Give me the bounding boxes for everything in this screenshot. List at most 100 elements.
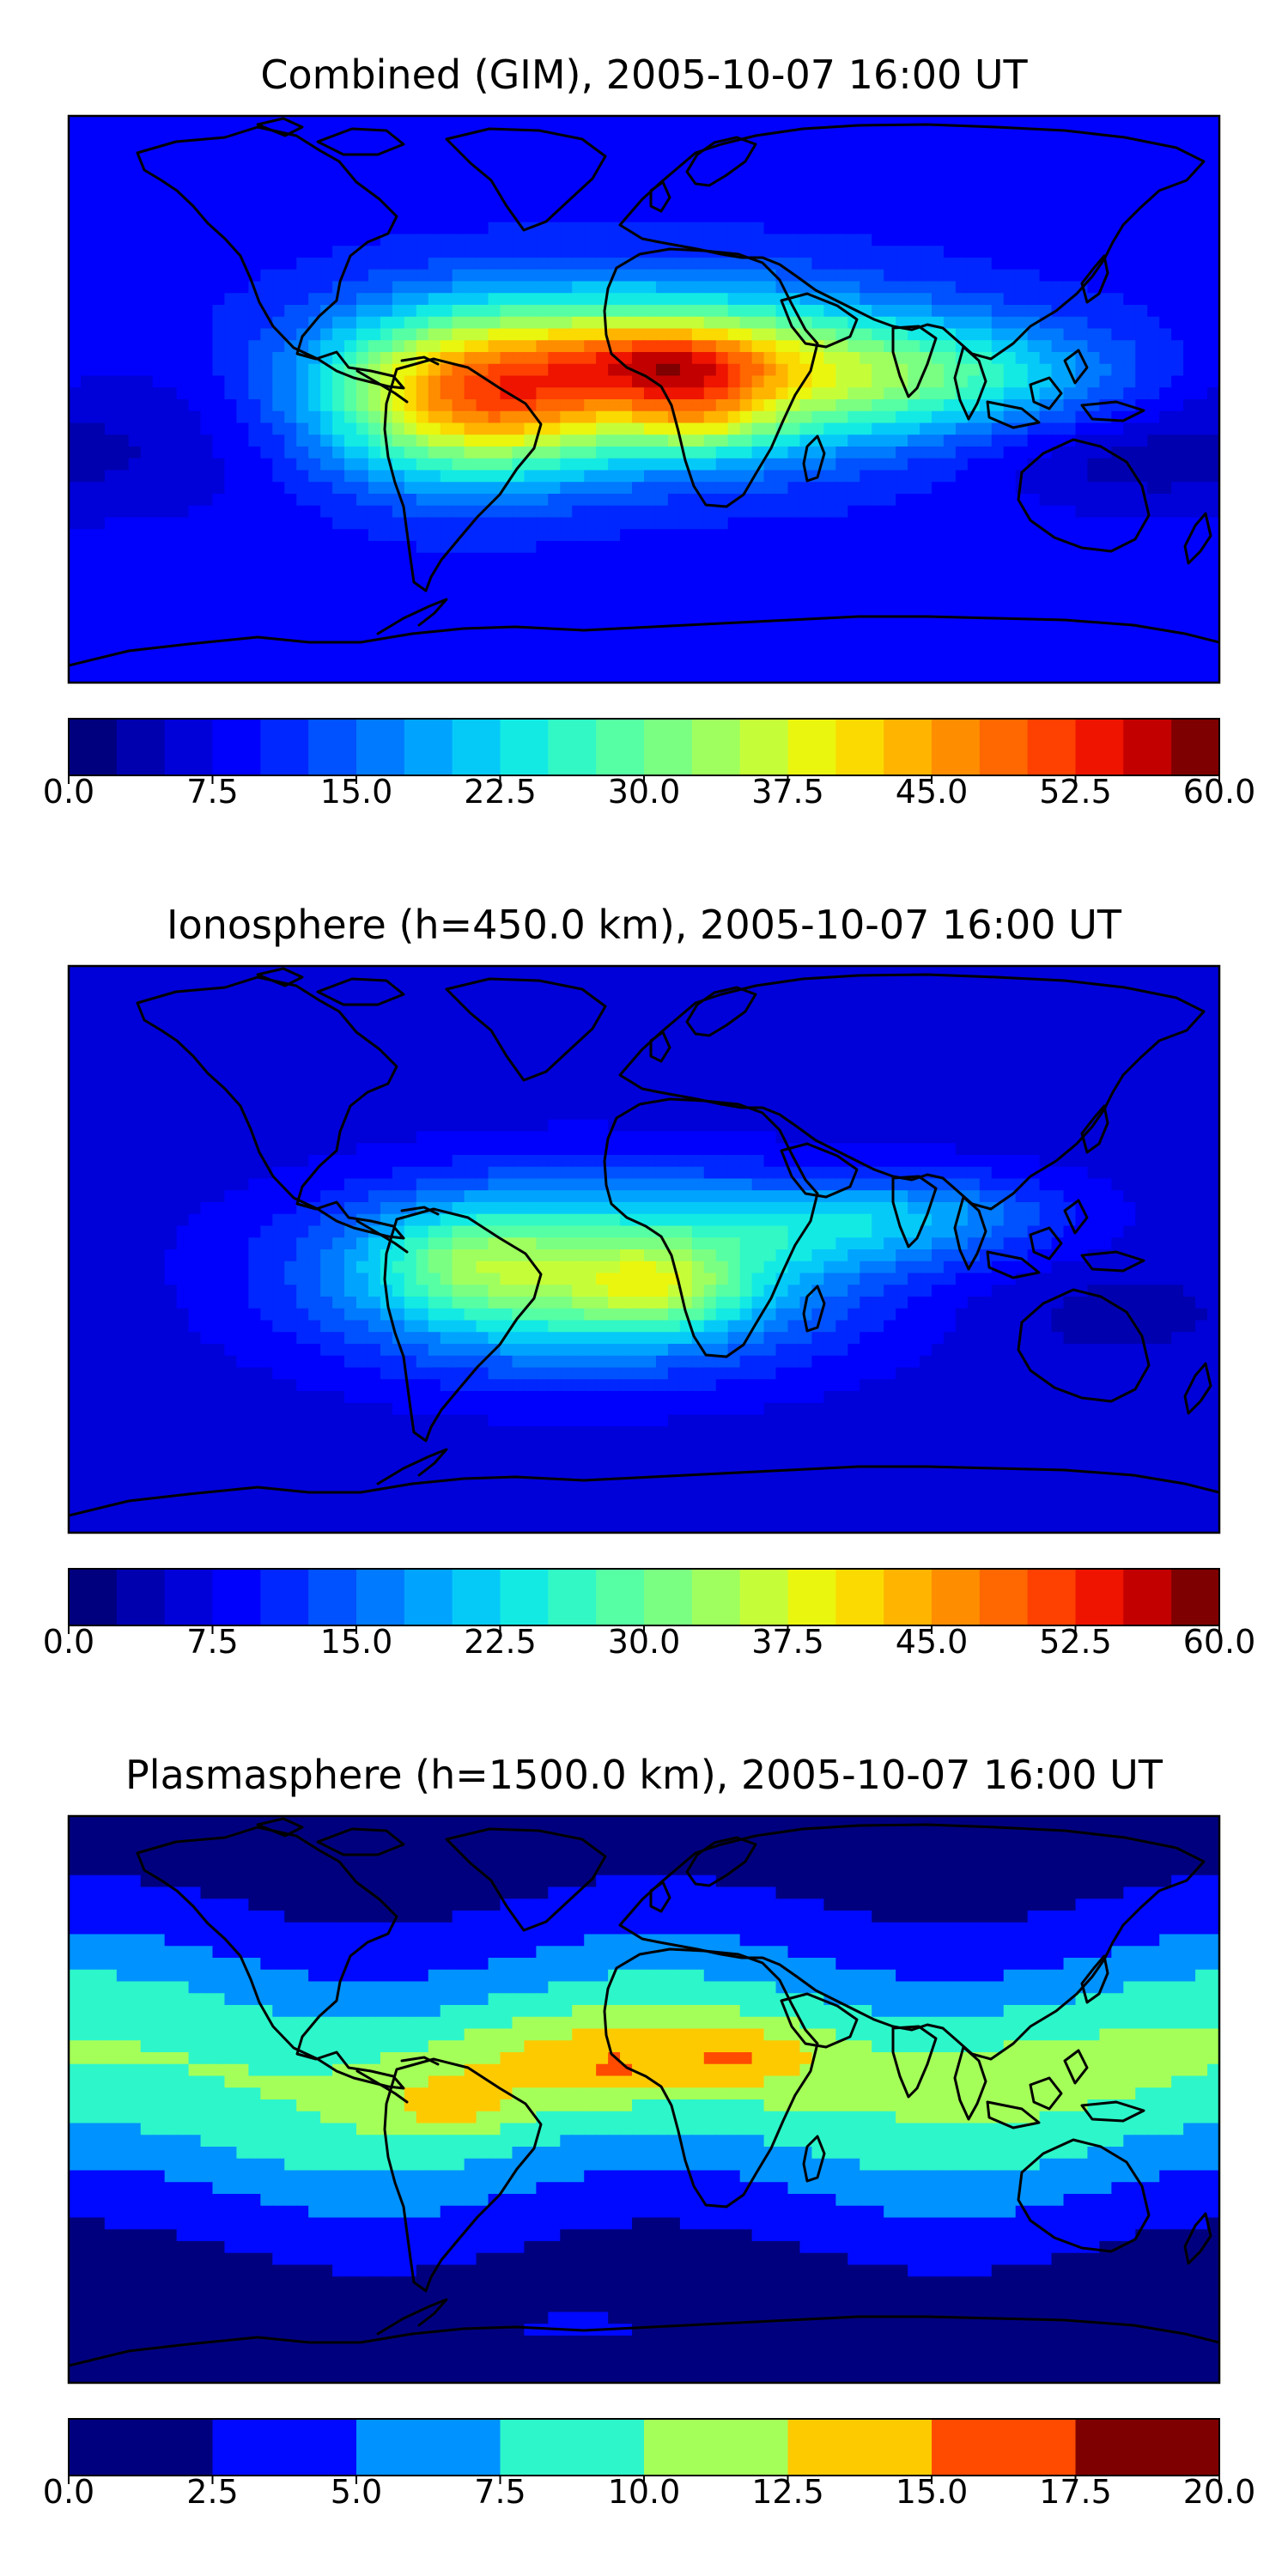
contour-cell [212, 151, 226, 164]
contour-cell [1111, 305, 1125, 318]
contour-cell [1171, 564, 1184, 578]
contour-cell [1051, 494, 1065, 507]
contour-cell [140, 552, 154, 566]
contour-cell [416, 552, 429, 566]
contour-cell [1015, 482, 1029, 495]
contour-cell [608, 363, 621, 377]
contour-cell [176, 281, 190, 295]
contour-cell [679, 127, 693, 141]
contour-cell [332, 234, 345, 247]
contour-cell [715, 482, 729, 495]
contour-cell [428, 659, 441, 672]
contour-cell [632, 611, 645, 625]
contour-cell [775, 198, 789, 211]
contour-cell [632, 989, 645, 1003]
contour-cell [116, 434, 130, 447]
contour-cell [284, 269, 298, 283]
contour-cell [140, 671, 154, 683]
contour-cell [1123, 599, 1137, 613]
contour-cell [884, 671, 896, 683]
contour-cell [715, 458, 729, 471]
contour-cell [164, 482, 178, 495]
contour-cell [512, 541, 526, 554]
contour-cell [560, 210, 574, 223]
contour-cell [979, 458, 993, 471]
contour-cell [1159, 246, 1172, 258]
contour-cell [1159, 328, 1172, 342]
contour-cell [536, 611, 550, 625]
contour-cell [1195, 363, 1208, 377]
contour-cell [308, 375, 321, 389]
contour-cell [787, 564, 801, 578]
contour-cell [152, 387, 166, 400]
contour-cell [1171, 470, 1184, 483]
contour-cell [1003, 447, 1017, 459]
contour-cell [775, 116, 789, 129]
contour-cell [104, 458, 118, 471]
contour-cell [128, 246, 142, 258]
contour-cell [296, 458, 309, 471]
contour-cell [452, 966, 465, 979]
contour-cell [524, 470, 538, 483]
contour-cell [884, 151, 896, 164]
contour-cell [536, 541, 550, 554]
contour-cell [932, 186, 945, 200]
contour-cell [548, 635, 562, 648]
contour-cell [1099, 470, 1113, 483]
contour-cell [835, 470, 849, 483]
contour-cell [1147, 517, 1161, 531]
contour-cell [860, 635, 873, 648]
contour-cell [751, 399, 765, 412]
contour-cell [1195, 139, 1208, 153]
contour-cell [1039, 564, 1053, 578]
contour-cell [1159, 281, 1172, 295]
contour-cell [811, 127, 825, 141]
contour-cell [908, 611, 920, 625]
contour-cell [1135, 281, 1149, 295]
contour-cell [272, 375, 286, 389]
contour-cell [536, 552, 550, 566]
contour-cell [1063, 588, 1077, 601]
contour-cell [1039, 186, 1053, 200]
contour-cell [188, 387, 202, 400]
contour-cell [500, 352, 513, 365]
contour-cell [703, 316, 717, 330]
contour-cell [356, 340, 369, 353]
contour-cell [548, 599, 562, 613]
contour-cell [392, 163, 405, 176]
contour-cell [727, 363, 741, 377]
contour-cell [620, 328, 633, 342]
contour-cell [560, 258, 574, 270]
contour-cell [488, 375, 501, 389]
contour-cell [260, 588, 274, 601]
contour-cell [548, 517, 562, 531]
contour-cell [787, 210, 801, 223]
contour-cell [608, 210, 621, 223]
contour-cell [176, 434, 190, 447]
contour-cell [344, 246, 357, 258]
contour-cell [368, 494, 381, 507]
contour-cell [1147, 246, 1161, 258]
contour-cell [440, 234, 453, 247]
contour-cell [955, 541, 969, 554]
contour-cell [1135, 174, 1149, 188]
contour-cell [967, 210, 981, 223]
contour-cell [667, 305, 681, 318]
contour-cell [572, 447, 586, 459]
contour-cell [584, 966, 597, 979]
contour-cell [152, 198, 166, 211]
colorbar-level-swatch [835, 719, 884, 775]
contour-cell [775, 541, 789, 554]
contour-cell [1027, 529, 1041, 542]
contour-cell [500, 529, 513, 542]
contour-cell [188, 458, 202, 471]
contour-cell [344, 494, 357, 507]
contour-cell [80, 505, 94, 519]
contour-cell [416, 659, 429, 672]
contour-cell [896, 447, 908, 459]
contour-cell [823, 246, 837, 258]
contour-cell [860, 434, 873, 447]
contour-cell [560, 198, 574, 211]
contour-cell [823, 647, 837, 660]
contour-cell [908, 647, 920, 660]
